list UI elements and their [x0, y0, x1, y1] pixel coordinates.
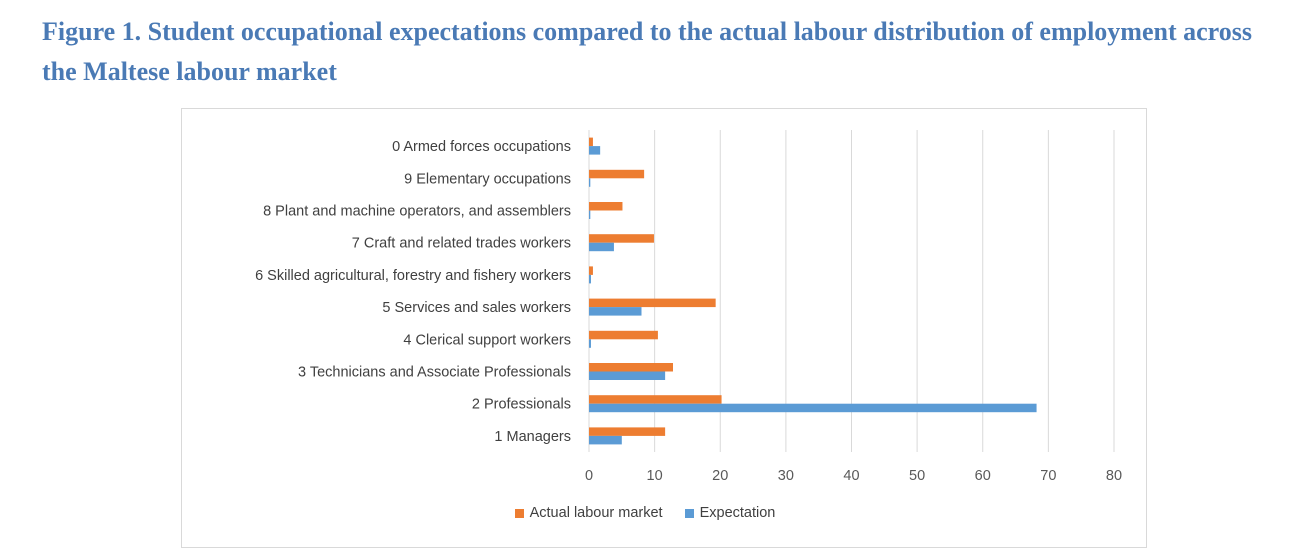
- x-tick-label-80: 80: [1106, 468, 1122, 484]
- bar-expectation-3: [589, 242, 614, 252]
- bars: [589, 137, 1037, 445]
- category-label-5: 5 Services and sales workers: [382, 300, 571, 316]
- bar-expectation-1: [589, 178, 591, 187]
- category-label-3: 7 Craft and related trades workers: [352, 236, 571, 252]
- bar-actual-3: [589, 234, 654, 243]
- bar-actual-7: [589, 363, 673, 372]
- x-tick-label-0: 0: [585, 468, 593, 484]
- x-axis-tick-labels: 0 10 20 30 40 50 60 70 80: [585, 468, 1122, 484]
- x-tick-label-70: 70: [1040, 468, 1056, 484]
- legend: Actual labour market Expectation: [0, 505, 1290, 521]
- bar-actual-5: [589, 298, 716, 308]
- bar-actual-4: [589, 266, 593, 275]
- x-tick-label-50: 50: [909, 468, 925, 484]
- figure-title: Figure 1. Student occupational expectati…: [42, 17, 1252, 86]
- legend-swatch-actual: [514, 508, 524, 518]
- bar-actual-8: [589, 395, 722, 404]
- bar-actual-6: [589, 330, 658, 340]
- bar-expectation-6: [589, 339, 591, 348]
- bar-expectation-5: [589, 307, 642, 316]
- bar-expectation-7: [589, 371, 666, 380]
- x-tick-label-40: 40: [843, 468, 859, 484]
- bar-actual-2: [589, 202, 623, 211]
- legend-swatch-expectation: [684, 508, 694, 518]
- category-label-2: 8 Plant and machine operators, and assem…: [263, 204, 571, 220]
- bar-expectation-9: [589, 435, 622, 445]
- bar-expectation-8: [589, 403, 1037, 413]
- legend-label-actual: Actual labour market: [529, 505, 663, 521]
- category-label-8: 2 Professionals: [472, 397, 571, 413]
- category-label-0: 0 Armed forces occupations: [392, 139, 571, 155]
- x-tick-label-60: 60: [975, 468, 991, 484]
- bar-actual-1: [589, 169, 645, 179]
- category-label-4: 6 Skilled agricultural, forestry and fis…: [255, 268, 571, 284]
- legend-entry-expectation: Expectation: [684, 505, 776, 521]
- bar-expectation-2: [589, 210, 591, 219]
- x-tick-label-10: 10: [647, 468, 663, 484]
- x-tick-label-30: 30: [778, 468, 794, 484]
- category-label-7: 3 Technicians and Associate Professional…: [298, 365, 571, 381]
- legend-entry-actual: Actual labour market: [514, 505, 663, 521]
- bar-expectation-0: [589, 146, 601, 155]
- bar-actual-0: [589, 137, 593, 147]
- category-label-9: 1 Managers: [494, 429, 571, 445]
- legend-label-expectation: Expectation: [699, 505, 776, 521]
- category-label-1: 9 Elementary occupations: [404, 171, 571, 187]
- bar-expectation-4: [589, 274, 591, 284]
- bar-actual-9: [589, 427, 666, 436]
- x-tick-label-20: 20: [712, 468, 728, 484]
- category-labels: 0 Armed forces occupations 9 Elementary o…: [255, 139, 571, 445]
- chart-frame: [181, 108, 1147, 548]
- category-label-6: 4 Clerical support workers: [403, 332, 571, 348]
